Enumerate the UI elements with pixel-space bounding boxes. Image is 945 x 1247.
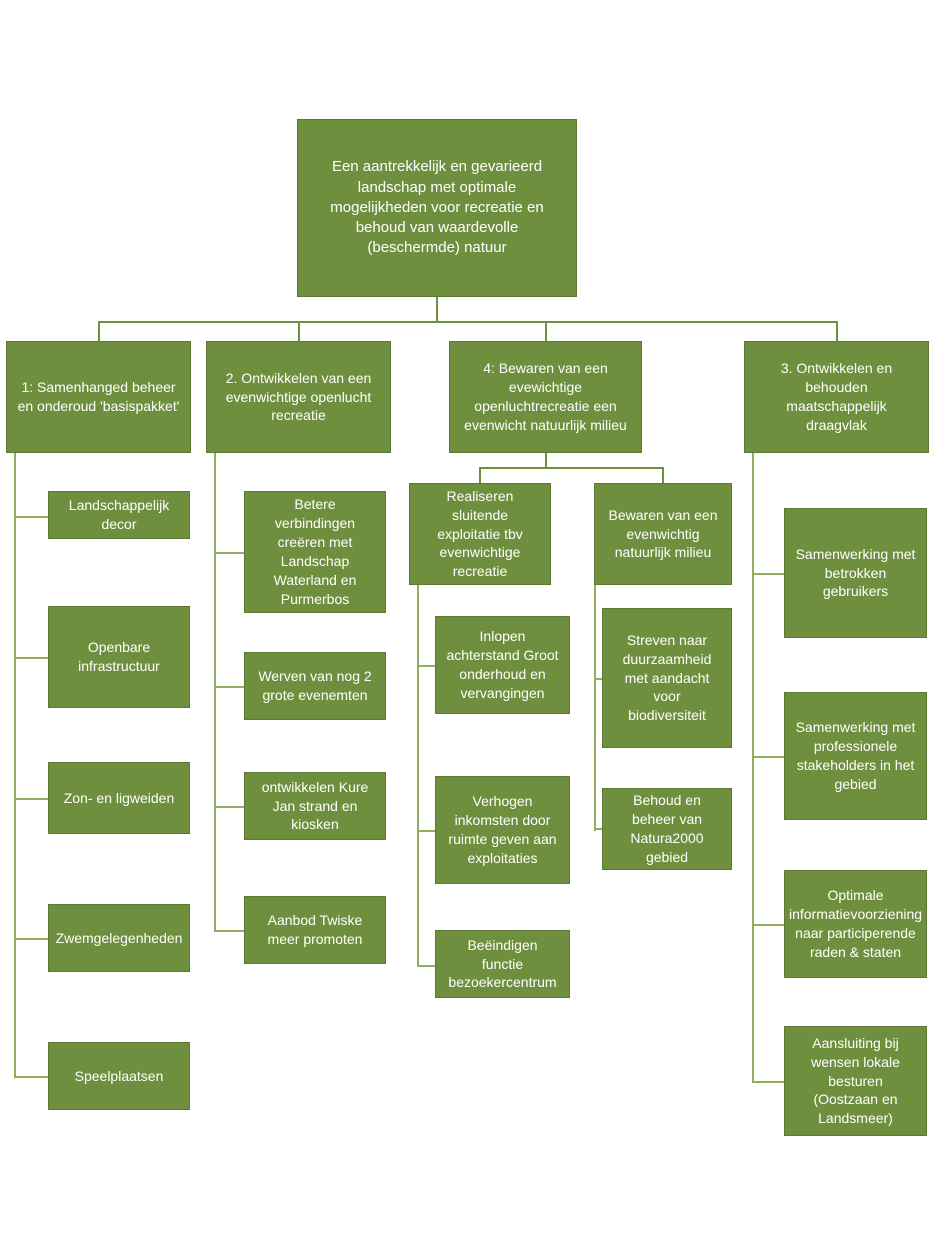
connector	[14, 453, 50, 1078]
connector	[417, 585, 437, 967]
leaf-node: Aansluiting bij wensen lokale besturen (…	[784, 1026, 927, 1136]
subbranch-node: Realiseren sluitende exploitatie tbv eve…	[409, 483, 551, 585]
connector	[752, 756, 786, 758]
connector	[752, 573, 786, 575]
connector	[479, 467, 664, 469]
leaf-node: Streven naar duurzaamheid met aandacht v…	[602, 608, 732, 748]
leaf-node: Optimale informatievoorziening naar part…	[784, 870, 927, 978]
connector	[752, 924, 786, 926]
connector	[214, 552, 246, 554]
branch-node: 4: Bewaren van een evewichtige openlucht…	[449, 341, 642, 453]
leaf-node: Speelplaatsen	[48, 1042, 190, 1110]
connector	[436, 297, 438, 323]
leaf-node: Samenwerking met professionele stakehold…	[784, 692, 927, 820]
leaf-node: Zwemgelegenheden	[48, 904, 190, 972]
connector	[298, 321, 300, 341]
leaf-node: Beëindigen functie bezoekercentrum	[435, 930, 570, 998]
leaf-node: Behoud en beheer van Natura2000 gebied	[602, 788, 732, 870]
connector	[752, 453, 788, 1083]
connector	[417, 665, 437, 667]
connector	[14, 938, 50, 940]
branch-node: 1: Samenhanged beheer en onderoud 'basis…	[6, 341, 191, 453]
connector	[545, 321, 547, 341]
connector	[14, 516, 50, 518]
leaf-node: Zon- en ligweiden	[48, 762, 190, 834]
subbranch-node: Bewaren van een evenwichtig natuurlijk m…	[594, 483, 732, 585]
connector	[836, 321, 838, 341]
connector	[479, 467, 481, 483]
connector	[752, 1081, 786, 1083]
leaf-node: Werven van nog 2 grote evenemten	[244, 652, 386, 720]
leaf-node: Verhogen inkomsten door ruimte geven aan…	[435, 776, 570, 884]
connector	[662, 467, 664, 483]
leaf-node: Openbare infrastructuur	[48, 606, 190, 708]
leaf-node: ontwikkelen Kure Jan strand en kiosken	[244, 772, 386, 840]
connector	[98, 321, 100, 341]
connector	[14, 1076, 50, 1078]
leaf-node: Aanbod Twiske meer promoten	[244, 896, 386, 964]
connector	[417, 830, 437, 832]
leaf-node: Betere verbindingen creëren met Landscha…	[244, 491, 386, 613]
leaf-node: Inlopen achterstand Groot onderhoud en v…	[435, 616, 570, 714]
connector	[214, 930, 246, 932]
connector	[214, 686, 246, 688]
leaf-node: Samenwerking met betrokken gebruikers	[784, 508, 927, 638]
connector	[98, 321, 838, 323]
branch-node: 2. Ontwikkelen van een evenwichtige open…	[206, 341, 391, 453]
root-node: Een aantrekkelijk en gevarieerd landscha…	[297, 119, 577, 297]
leaf-node: Landschappelijk decor	[48, 491, 190, 539]
connector	[214, 806, 246, 808]
connector	[417, 965, 437, 967]
connector	[14, 657, 50, 659]
connector	[14, 798, 50, 800]
branch-node: 3. Ontwikkelen en behouden maatschappeli…	[744, 341, 929, 453]
